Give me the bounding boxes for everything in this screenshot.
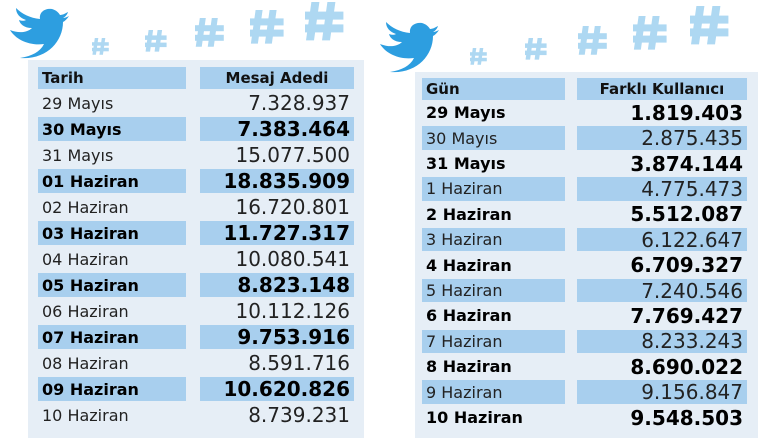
date-cell: 9 Haziran — [422, 380, 565, 404]
date-cell: 8 Haziran — [426, 357, 512, 377]
value-cell: 18.835.909 — [200, 169, 354, 193]
date-cell: 30 Mayıs — [422, 126, 565, 150]
date-cell: 1 Haziran — [422, 177, 565, 201]
value-cell: 1.819.403 — [630, 101, 743, 125]
value-cell: 8.233.243 — [577, 329, 747, 353]
value-cell: 7.328.937 — [248, 91, 350, 115]
hashtags-left — [92, 2, 344, 55]
date-cell: 31 Mayıs — [426, 153, 506, 173]
value-cell: 7.240.546 — [577, 278, 747, 303]
date-cell: 31 Mayıs — [42, 145, 114, 165]
date-cell: 05 Haziran — [38, 273, 186, 297]
value-cell: 10.080.541 — [235, 247, 350, 271]
bird-icon — [380, 22, 439, 73]
date-cell: 07 Haziran — [38, 325, 186, 349]
date-cell: 6 Haziran — [426, 306, 512, 326]
value-cell: 2.875.435 — [577, 126, 747, 150]
date-cell: 02 Haziran — [42, 197, 129, 217]
value-cell: 8.591.716 — [248, 351, 350, 375]
value-cell: 15.077.500 — [235, 143, 350, 167]
date-cell: 29 Mayıs — [426, 103, 506, 123]
date-cell: 10 Haziran — [426, 407, 523, 427]
value-cell: 10.112.126 — [235, 299, 350, 323]
value-cell: 10.620.826 — [200, 377, 354, 401]
column-header: Gün — [422, 78, 565, 100]
hashtags-right — [470, 6, 729, 65]
value-cell: 9.548.503 — [630, 405, 743, 430]
value-cell: 7.769.427 — [630, 304, 743, 328]
value-cell: 5.512.087 — [630, 202, 743, 226]
value-cell: 16.720.801 — [235, 195, 350, 219]
date-cell: 04 Haziran — [42, 249, 129, 269]
column-header: Tarih — [38, 67, 186, 89]
value-cell: 8.823.148 — [200, 273, 354, 297]
date-cell: 01 Haziran — [38, 169, 186, 193]
value-cell: 8.739.231 — [248, 403, 350, 427]
value-cell: 7.383.464 — [200, 117, 354, 141]
value-cell: 3.874.144 — [630, 151, 743, 176]
date-cell: 29 Mayıs — [42, 93, 114, 113]
value-cell: 11.727.317 — [200, 221, 354, 245]
date-cell: 30 Mayıs — [38, 117, 186, 141]
date-cell: 09 Haziran — [38, 377, 186, 401]
column-header: Farklı Kullanıcı — [577, 78, 747, 100]
date-cell: 08 Haziran — [42, 353, 129, 373]
column-header: Mesaj Adedi — [200, 67, 354, 89]
bird-icon — [10, 8, 69, 59]
value-cell: 9.753.916 — [200, 325, 354, 349]
date-cell: 06 Haziran — [42, 301, 129, 321]
date-cell: 2 Haziran — [426, 204, 512, 224]
value-cell: 8.690.022 — [630, 355, 743, 379]
date-cell: 03 Haziran — [38, 221, 186, 245]
date-cell: 7 Haziran — [422, 329, 565, 353]
date-cell: 4 Haziran — [426, 255, 512, 275]
date-cell: 3 Haziran — [422, 228, 565, 252]
value-cell: 6.709.327 — [630, 253, 743, 277]
date-cell: 5 Haziran — [422, 278, 565, 303]
value-cell: 4.775.473 — [577, 177, 747, 201]
value-cell: 6.122.647 — [577, 228, 747, 252]
value-cell: 9.156.847 — [577, 380, 747, 404]
date-cell: 10 Haziran — [42, 405, 129, 425]
